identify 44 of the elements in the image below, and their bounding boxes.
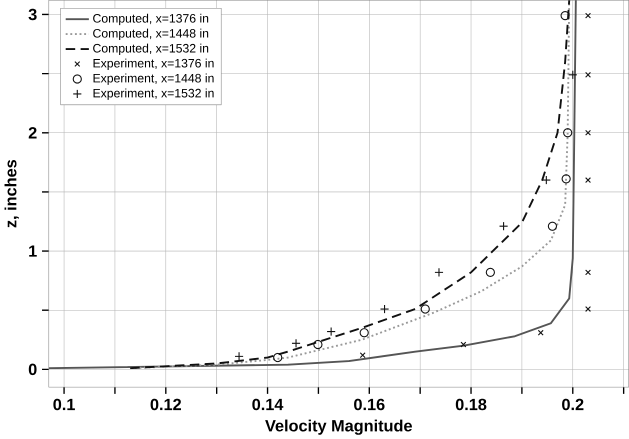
- point: [585, 176, 591, 183]
- point: [585, 306, 591, 312]
- point: [360, 352, 366, 358]
- x-tick-label: 0.16: [354, 398, 385, 410]
- legend-label: Computed, x=1376 in: [93, 14, 208, 25]
- point: [585, 130, 591, 136]
- point: [326, 326, 336, 336]
- legend-label: Experiment, x=1376 in: [94, 58, 214, 70]
- point: [434, 268, 444, 277]
- point: [273, 352, 282, 362]
- y-tick-label: 2: [28, 126, 37, 138]
- point: [563, 128, 572, 138]
- point: [568, 70, 578, 80]
- point: [460, 341, 466, 348]
- point: [585, 72, 591, 78]
- point: [538, 330, 544, 336]
- legend-label: Computed, x=1532 in: [93, 43, 208, 55]
- point: [291, 338, 301, 348]
- x-tick-label: 0.12: [150, 398, 182, 410]
- x-tick-label: 0.2: [562, 398, 584, 410]
- y-tick-label: 0: [28, 363, 37, 375]
- point: [585, 12, 591, 18]
- point: [562, 174, 571, 184]
- x-axis-title: Velocity Magnitude: [265, 419, 412, 435]
- x-tick-label: 0.18: [456, 398, 486, 410]
- point: [498, 221, 508, 231]
- point: [380, 304, 390, 314]
- y-tick-label: 3: [28, 8, 37, 20]
- point: [360, 328, 369, 338]
- point: [420, 304, 430, 314]
- legend-label: Experiment, x=1532 in: [94, 88, 214, 100]
- point: [560, 10, 570, 20]
- point: [313, 340, 323, 349]
- point: [548, 221, 558, 231]
- x-tick-label: 0.14: [252, 398, 284, 410]
- line-series: [48, 0, 577, 369]
- y-axis-title: z, inches: [4, 160, 19, 228]
- legend-label: Experiment, x=1448 in: [94, 73, 214, 85]
- legend-label: Computed, x=1448 in: [93, 28, 208, 40]
- y-tick-label: 1: [29, 245, 37, 257]
- point: [234, 352, 244, 361]
- point: [486, 268, 495, 277]
- x-tick-label: 0.1: [53, 398, 75, 410]
- point: [585, 269, 591, 276]
